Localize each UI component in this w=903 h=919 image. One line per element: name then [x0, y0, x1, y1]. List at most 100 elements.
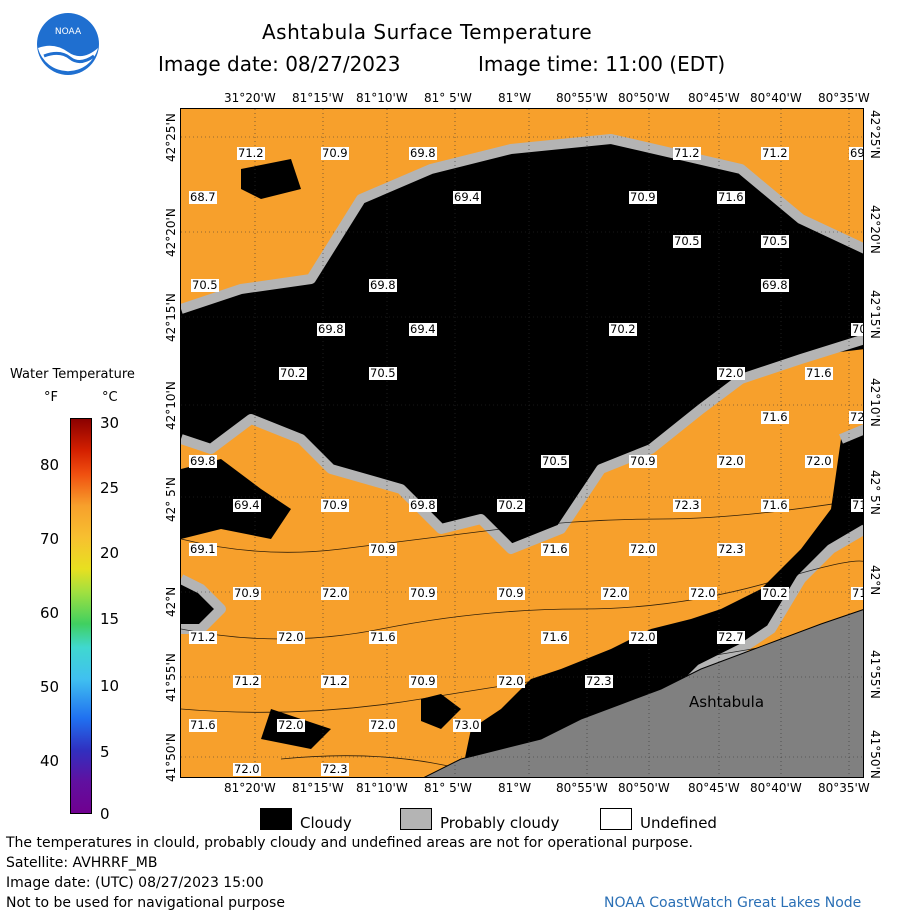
- colorbar: [70, 418, 92, 814]
- colorbar-c-tick: 25: [100, 479, 120, 497]
- left-tick-label: 42°10'N: [164, 381, 178, 430]
- right-tick-label: 42° 5'N: [868, 470, 882, 515]
- temperature-label: 71.6: [805, 366, 833, 380]
- colorbar-unit-c: °C: [102, 390, 118, 405]
- bottom-tick-label: 81°15'W: [292, 781, 344, 795]
- temperature-label: 71.6: [189, 718, 217, 732]
- colorbar-f-tick: 70: [40, 530, 60, 548]
- temperature-label: 69.8: [761, 278, 789, 292]
- temperature-label: 70.5: [369, 366, 397, 380]
- left-tick-label: 41°55'N: [164, 653, 178, 702]
- temperature-label: 69.4: [453, 190, 481, 204]
- isotherm-lines: [181, 498, 863, 770]
- colorbar-f-tick: 50: [40, 678, 60, 696]
- temperature-map: 71.2 70.9 69.8 71.2 71.2 69 68.7 69.4 70.9 71.6 70…: [180, 108, 864, 778]
- temperature-label: 69.8: [409, 498, 437, 512]
- bottom-tick-label: 80°50'W: [618, 781, 670, 795]
- temperature-label: 72.0: [601, 586, 629, 600]
- temperature-label: 69.8: [369, 278, 397, 292]
- bottom-tick-label: 80°45'W: [688, 781, 740, 795]
- temperature-label: 70.9: [497, 586, 525, 600]
- top-tick-label: 80°55'W: [556, 91, 608, 105]
- temperature-label: 72.0: [497, 674, 525, 688]
- right-tick-label: 42°20'N: [868, 205, 882, 254]
- temperature-label: 73.0: [453, 718, 481, 732]
- probably-cloudy-swatch: [400, 808, 432, 830]
- temperature-label: 72.0: [717, 366, 745, 380]
- temperature-label: 68.7: [189, 190, 217, 204]
- temperature-label: 72.0: [277, 718, 305, 732]
- temperature-label: 70.9: [629, 454, 657, 468]
- temperature-label: 72.3: [717, 542, 745, 556]
- land-area: [423, 609, 863, 777]
- temperature-label: 72.0: [277, 630, 305, 644]
- undefined-swatch: [600, 808, 632, 830]
- temperature-label: 71.2: [233, 674, 261, 688]
- right-tick-label: 42°10'N: [868, 378, 882, 427]
- temperature-label: 71: [851, 499, 863, 512]
- temperature-label: 69: [849, 146, 864, 160]
- land-label: Ashtabula: [689, 693, 765, 711]
- temperature-label: 72.0: [629, 542, 657, 556]
- temperature-label: 70.9: [321, 146, 349, 160]
- colorbar-f-tick: 60: [40, 604, 60, 622]
- top-tick-label: 80°40'W: [750, 91, 802, 105]
- right-tick-label: 42°25'N: [868, 110, 882, 159]
- top-tick-label: 80°35'W: [818, 91, 870, 105]
- temperature-label: 72.0: [805, 454, 833, 468]
- temperature-label: 71.2: [237, 146, 265, 160]
- temperature-label: 71.6: [717, 190, 745, 204]
- top-tick-label: 80°50'W: [618, 91, 670, 105]
- temperature-label: 70.5: [761, 234, 789, 248]
- top-tick-label: 81°15'W: [292, 91, 344, 105]
- temperature-label: 70.9: [409, 674, 437, 688]
- right-tick-label: 41°55'N: [868, 650, 882, 699]
- temperature-label: 70.9: [233, 586, 261, 600]
- temperature-label: 70.2: [279, 366, 307, 380]
- temperature-label: 72.0: [321, 586, 349, 600]
- top-tick-label: 80°45'W: [688, 91, 740, 105]
- temperature-label: 70.2: [609, 322, 637, 336]
- bottom-tick-label: 81°10'W: [356, 781, 408, 795]
- temperature-label: 72: [849, 410, 864, 424]
- bottom-tick-label: 81°20'W: [224, 781, 276, 795]
- top-tick-label: 31°20'W: [224, 91, 276, 105]
- temperature-label: 72.7: [717, 630, 745, 644]
- temperature-label: 70.9: [369, 542, 397, 556]
- top-tick-label: 81° 5'W: [424, 91, 472, 105]
- temperature-label: 71.2: [673, 146, 701, 160]
- left-tick-label: 41°50'N: [164, 733, 178, 782]
- footer-nav-warning: Not to be used for navigational purpose: [6, 895, 285, 911]
- temperature-label: 69.4: [409, 322, 437, 336]
- colorbar-title: Water Temperature: [10, 367, 135, 382]
- bottom-tick-label: 80°40'W: [750, 781, 802, 795]
- temperature-label: 72.3: [585, 674, 613, 688]
- temperature-label: 71.6: [369, 630, 397, 644]
- temperature-label: 70.9: [409, 586, 437, 600]
- left-tick-label: 42°15'N: [164, 293, 178, 342]
- temperature-label: 70.9: [321, 498, 349, 512]
- temperature-label: 72.0: [629, 630, 657, 644]
- temperature-label: 69.8: [189, 454, 217, 468]
- temperature-label: 70.2: [497, 498, 525, 512]
- image-date: Image date: 08/27/2023: [158, 52, 401, 76]
- bottom-tick-label: 81° 5'W: [424, 781, 472, 795]
- footer-utc-date: Image date: (UTC) 08/27/2023 15:00: [6, 875, 264, 891]
- top-tick-label: 81°10'W: [356, 91, 408, 105]
- temperature-label: 70.9: [629, 190, 657, 204]
- colorbar-c-tick: 5: [100, 743, 110, 761]
- colorbar-c-tick: 10: [100, 677, 120, 695]
- temperature-label: 69.8: [409, 146, 437, 160]
- bottom-tick-label: 81°W: [498, 781, 532, 795]
- temperature-label: 70.5: [541, 454, 569, 468]
- temperature-label: 71: [851, 587, 863, 600]
- noaa-logo: NOAA: [36, 12, 100, 76]
- cloudy-label: Cloudy: [300, 814, 352, 832]
- temperature-label: 72.0: [717, 454, 745, 468]
- temperature-label: 70.5: [673, 234, 701, 248]
- left-tick-label: 42°20'N: [164, 208, 178, 257]
- temperature-label: 70.5: [191, 278, 219, 292]
- right-tick-label: 42°N: [868, 565, 882, 596]
- temperature-label: 72.3: [673, 498, 701, 512]
- colorbar-c-tick: 15: [100, 610, 120, 628]
